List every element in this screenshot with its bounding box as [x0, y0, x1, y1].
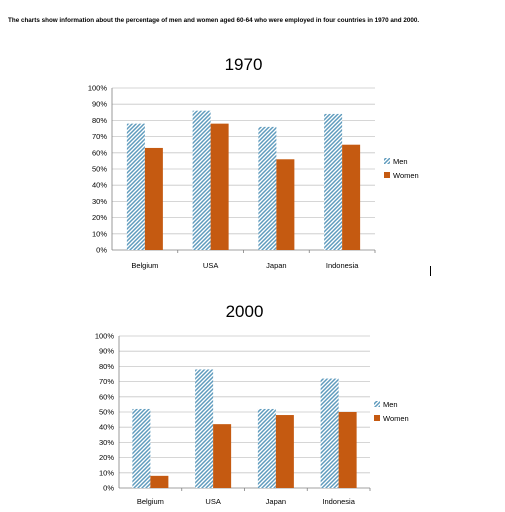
bar-women-belgium	[150, 475, 169, 488]
chart-title: 2000	[226, 302, 264, 321]
chart-caption: The charts show information about the pe…	[8, 17, 420, 24]
bar-men-japan	[258, 126, 277, 250]
y-tick-label: 30%	[99, 438, 114, 447]
legend-label-men: Men	[393, 157, 408, 166]
bar-men-belgium	[132, 408, 151, 488]
bar-women-indonesia	[342, 144, 361, 250]
legend-label-women: Women	[383, 414, 409, 423]
y-tick-label: 100%	[95, 332, 115, 341]
bar-women-usa	[213, 424, 232, 488]
legend-swatch-men	[384, 158, 390, 164]
y-tick-label: 80%	[99, 362, 114, 371]
y-tick-label: 40%	[99, 423, 114, 432]
bar-women-japan	[276, 159, 295, 250]
legend-label-men: Men	[383, 400, 398, 409]
x-tick-label: Belgium	[137, 497, 164, 506]
bar-men-indonesia	[320, 378, 339, 488]
y-tick-label: 50%	[99, 408, 114, 417]
y-tick-label: 20%	[92, 213, 107, 222]
y-tick-label: 70%	[92, 132, 107, 141]
bar-men-usa	[195, 369, 214, 488]
x-tick-label: Indonesia	[326, 261, 359, 270]
y-tick-label: 50%	[92, 165, 107, 174]
bar-women-belgium	[144, 147, 163, 250]
y-tick-label: 0%	[103, 484, 114, 493]
y-tick-label: 100%	[88, 84, 108, 93]
y-tick-label: 90%	[92, 100, 107, 109]
bar-men-belgium	[126, 123, 145, 250]
legend-swatch-women	[384, 172, 390, 178]
y-tick-label: 30%	[92, 197, 107, 206]
bar-women-indonesia	[338, 412, 357, 488]
text-cursor	[430, 266, 431, 276]
y-tick-label: 90%	[99, 347, 114, 356]
chart-1970: 1970 0% 10% 20% 30% 40% 50% 60% 70% 80% 90% 100% Bel…	[88, 55, 419, 270]
x-tick-label: USA	[203, 261, 218, 270]
bar-men-indonesia	[324, 113, 343, 250]
y-tick-label: 60%	[99, 392, 114, 401]
y-tick-label: 0%	[96, 246, 107, 255]
chart-2000: 2000 0% 10% 20% 30% 40% 50% 60% 70% 80% 90% 100% Bel…	[95, 302, 409, 506]
bar-men-usa	[192, 110, 211, 251]
x-tick-label: USA	[205, 497, 220, 506]
legend-swatch-men	[374, 401, 380, 407]
y-tick-label: 60%	[92, 148, 107, 157]
x-tick-label: Japan	[266, 261, 286, 270]
y-tick-label: 20%	[99, 453, 114, 462]
bar-men-japan	[257, 408, 276, 488]
legend-label-women: Women	[393, 171, 419, 180]
y-tick-label: 80%	[92, 116, 107, 125]
x-tick-label: Japan	[266, 497, 286, 506]
x-tick-label: Belgium	[131, 261, 158, 270]
legend-swatch-women	[374, 415, 380, 421]
chart-title: 1970	[225, 55, 263, 74]
x-tick-label: Indonesia	[322, 497, 355, 506]
bar-women-usa	[210, 123, 229, 250]
y-tick-label: 10%	[99, 468, 114, 477]
y-tick-label: 10%	[92, 229, 107, 238]
bar-women-japan	[275, 415, 294, 488]
y-tick-label: 40%	[92, 181, 107, 190]
y-tick-label: 70%	[99, 377, 114, 386]
